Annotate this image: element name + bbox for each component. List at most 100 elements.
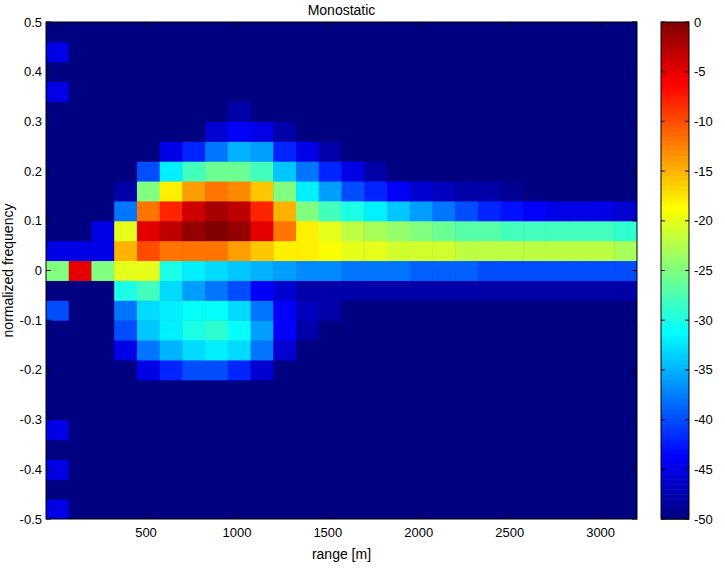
heat-cell: [478, 42, 501, 62]
colorbar-band: [661, 116, 689, 122]
heat-cell: [455, 141, 478, 161]
x-tick-label: 1500: [313, 525, 342, 540]
colorbar-band: [661, 146, 689, 152]
heat-cell: [364, 241, 387, 261]
y-tick: [632, 369, 637, 370]
heat-cell: [523, 261, 546, 281]
colorbar-band: [661, 67, 689, 73]
y-tick: [632, 171, 637, 172]
heat-cell: [273, 439, 296, 459]
heat-cell: [69, 121, 92, 141]
heat-cell: [592, 221, 615, 241]
y-tick: [632, 519, 637, 520]
heat-cell: [342, 360, 365, 380]
heat-cell: [614, 439, 637, 459]
heat-cell: [387, 280, 410, 300]
heat-cell: [410, 479, 433, 499]
heat-cell: [228, 141, 251, 161]
heat-cell: [296, 121, 319, 141]
heat-cell: [342, 62, 365, 82]
heat-cell: [342, 320, 365, 340]
heat-cell: [46, 400, 69, 420]
heat-cell: [501, 340, 524, 360]
colorbar-band: [661, 479, 689, 485]
x-tick: [236, 22, 237, 27]
heat-cell: [455, 479, 478, 499]
heat-cell: [455, 280, 478, 300]
heat-cell: [546, 241, 569, 261]
heat-cell: [182, 42, 205, 62]
colorbar-tick-label: -50: [694, 512, 713, 527]
heat-cell: [251, 121, 274, 141]
heat-cell: [160, 221, 183, 241]
heat-cell: [614, 241, 637, 261]
heat-cell: [228, 400, 251, 420]
heat-cell: [319, 400, 342, 420]
heat-cell: [387, 420, 410, 440]
heat-cell: [137, 161, 160, 181]
colorbar-band: [661, 454, 689, 460]
heat-cell: [546, 420, 569, 440]
heat-cell: [546, 201, 569, 221]
heat-cell: [251, 420, 274, 440]
colorbar-tick-label: -20: [694, 213, 713, 228]
x-tick: [600, 514, 601, 519]
heat-cell: [228, 22, 251, 42]
heat-cell: [387, 62, 410, 82]
heat-cell: [296, 320, 319, 340]
heat-cell: [251, 22, 274, 42]
heat-cell: [410, 201, 433, 221]
colorbar-band: [661, 171, 689, 177]
colorbar-band: [661, 216, 689, 222]
heat-cell: [205, 221, 228, 241]
heat-cell: [569, 479, 592, 499]
heat-cell: [501, 459, 524, 479]
colorbar-band: [661, 161, 689, 167]
heat-cell: [273, 161, 296, 181]
plot-frame: [46, 22, 637, 519]
heat-cell: [455, 340, 478, 360]
y-tick: [46, 469, 51, 470]
heat-cell: [501, 320, 524, 340]
plot-background: [46, 22, 637, 519]
y-tick: [46, 369, 51, 370]
heat-cell: [523, 42, 546, 62]
colorbar-tick: [685, 419, 689, 420]
colorbar-band: [661, 151, 689, 157]
heat-cell: [455, 420, 478, 440]
heat-cell: [319, 201, 342, 221]
heat-cell: [614, 479, 637, 499]
heat-cell: [478, 62, 501, 82]
heat-cell: [501, 181, 524, 201]
colorbar-band: [661, 261, 689, 267]
heat-cell: [69, 22, 92, 42]
x-tick: [418, 22, 419, 27]
heat-cell: [546, 340, 569, 360]
heat-cell: [364, 141, 387, 161]
heat-cell: [182, 82, 205, 102]
heat-cell: [228, 420, 251, 440]
heat-cell: [546, 121, 569, 141]
heat-cell: [114, 479, 137, 499]
heat-cell: [205, 241, 228, 261]
chart: 50010001500200025003000-0.5-0.4-0.3-0.2-…: [0, 0, 725, 577]
heat-cell: [228, 360, 251, 380]
heat-cell: [228, 459, 251, 479]
heat-cell: [478, 320, 501, 340]
heat-cell: [410, 300, 433, 320]
heat-cell: [251, 479, 274, 499]
colorbar-band: [661, 305, 689, 311]
heat-cell: [273, 420, 296, 440]
heat-cell: [205, 499, 228, 519]
heat-cell: [592, 459, 615, 479]
heat-cell: [205, 459, 228, 479]
heat-cell: [46, 420, 69, 440]
heat-cell: [160, 201, 183, 221]
heat-cell: [569, 161, 592, 181]
heat-cell: [137, 420, 160, 440]
colorbar-band: [661, 72, 689, 78]
heat-cell: [46, 181, 69, 201]
heat-cell: [228, 261, 251, 281]
heat-cell: [228, 320, 251, 340]
heat-cell: [137, 62, 160, 82]
